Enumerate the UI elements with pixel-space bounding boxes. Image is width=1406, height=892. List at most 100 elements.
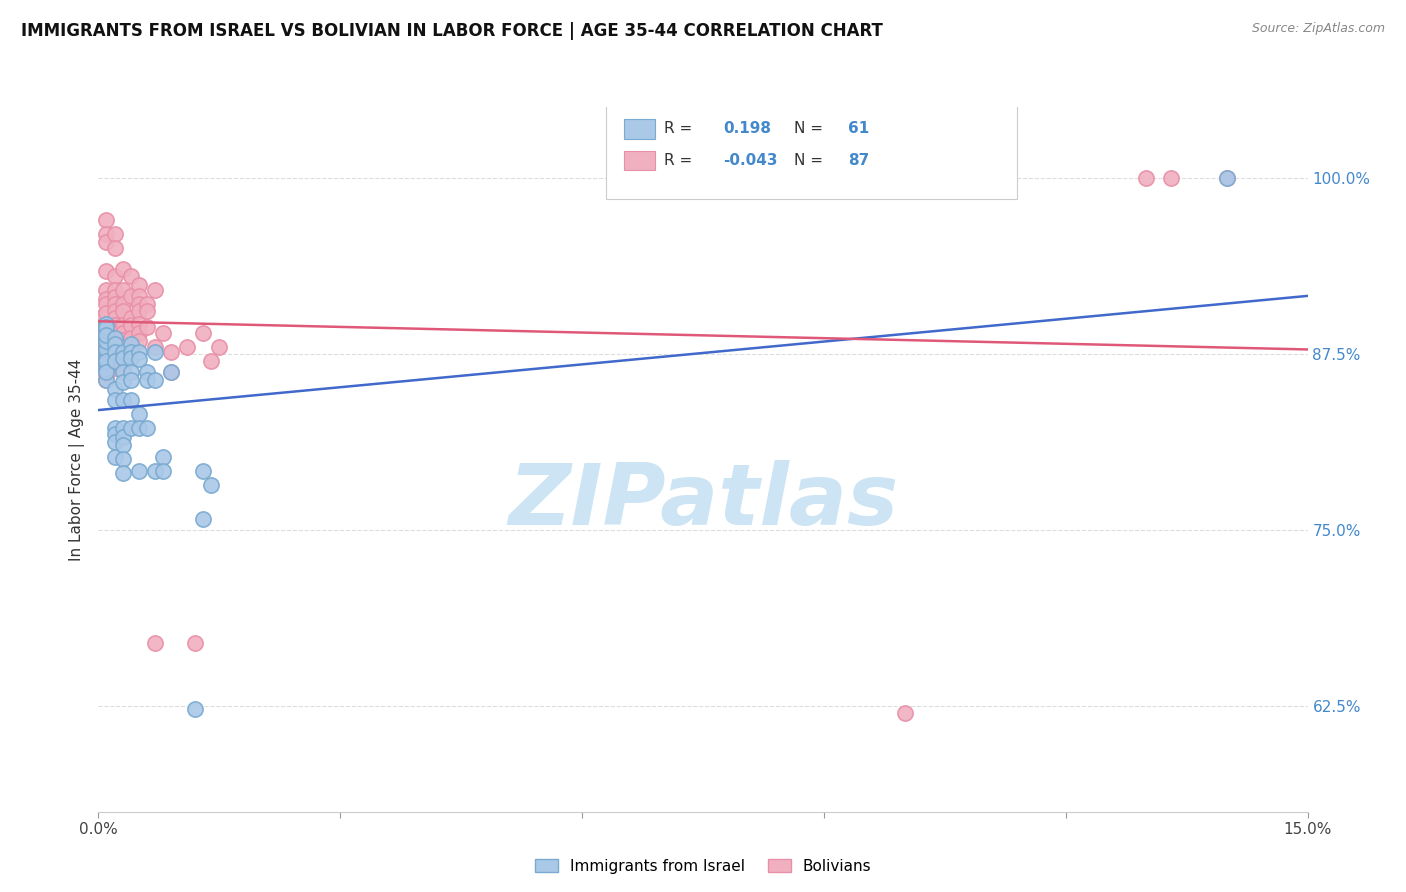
Point — [128, 334, 150, 348]
Point — [193, 511, 215, 525]
Point — [103, 318, 125, 333]
Point — [143, 340, 166, 354]
Point — [96, 326, 118, 340]
Point — [103, 382, 125, 396]
Point — [96, 343, 118, 357]
Point — [111, 467, 134, 481]
Point — [96, 318, 118, 333]
Point — [103, 347, 125, 361]
Point — [128, 464, 150, 478]
Point — [96, 353, 118, 368]
Point — [111, 262, 134, 277]
Point — [103, 421, 125, 435]
Point — [111, 421, 134, 435]
Point — [111, 375, 134, 389]
Point — [111, 333, 134, 347]
Point — [135, 304, 157, 318]
Point — [96, 347, 118, 361]
Point — [143, 345, 166, 359]
Point — [96, 328, 118, 343]
Point — [160, 365, 183, 379]
Point — [96, 235, 118, 250]
Point — [120, 374, 142, 388]
Point — [184, 702, 207, 716]
Point — [120, 289, 142, 303]
Point — [103, 241, 125, 255]
Text: -0.043: -0.043 — [724, 153, 778, 168]
Point — [96, 334, 118, 348]
Point — [120, 340, 142, 354]
Text: N =: N = — [793, 153, 823, 168]
Point — [96, 319, 118, 334]
Point — [111, 362, 134, 376]
Point — [103, 393, 125, 408]
Point — [135, 365, 157, 379]
Text: Source: ZipAtlas.com: Source: ZipAtlas.com — [1251, 22, 1385, 36]
Point — [128, 407, 150, 421]
Point — [111, 393, 134, 408]
Point — [103, 450, 125, 464]
Point — [87, 311, 110, 326]
Point — [111, 347, 134, 361]
Point — [87, 319, 110, 334]
Text: N =: N = — [793, 121, 823, 136]
Point — [96, 374, 118, 388]
Text: R =: R = — [664, 121, 693, 136]
Point — [96, 292, 118, 306]
Point — [128, 421, 150, 435]
Point — [103, 435, 125, 450]
Point — [143, 374, 166, 388]
Point — [111, 345, 134, 359]
Point — [87, 333, 110, 347]
Point — [96, 351, 118, 365]
Point — [111, 326, 134, 340]
Point — [120, 269, 142, 284]
Point — [111, 304, 134, 318]
Point — [96, 343, 118, 357]
Point — [96, 340, 118, 354]
Point — [103, 269, 125, 284]
Point — [103, 283, 125, 297]
FancyBboxPatch shape — [624, 119, 655, 139]
Point — [111, 353, 134, 368]
Point — [128, 304, 150, 318]
Point — [96, 263, 118, 277]
Point — [152, 450, 174, 464]
Point — [103, 297, 125, 311]
Point — [120, 351, 142, 365]
Point — [143, 635, 166, 649]
Point — [128, 345, 150, 359]
Point — [96, 353, 118, 368]
Point — [96, 365, 118, 379]
Point — [893, 706, 915, 720]
Point — [120, 365, 142, 379]
Point — [120, 331, 142, 345]
Point — [1160, 170, 1182, 185]
Point — [96, 362, 118, 376]
Text: R =: R = — [664, 153, 693, 168]
Text: ZIPatlas: ZIPatlas — [508, 460, 898, 543]
Point — [1216, 170, 1239, 185]
Point — [1135, 170, 1157, 185]
Point — [103, 353, 125, 368]
Point — [96, 331, 118, 345]
Point — [103, 326, 125, 340]
Point — [96, 357, 118, 371]
Point — [200, 477, 222, 491]
Point — [111, 438, 134, 452]
Point — [111, 318, 134, 333]
Point — [160, 345, 183, 359]
FancyBboxPatch shape — [624, 151, 655, 170]
Point — [128, 326, 150, 340]
Point — [96, 368, 118, 382]
Point — [128, 277, 150, 292]
Point — [87, 343, 110, 357]
Point — [96, 317, 118, 331]
Point — [193, 326, 215, 340]
Point — [103, 360, 125, 375]
Point — [1216, 170, 1239, 185]
Point — [200, 353, 222, 368]
Y-axis label: In Labor Force | Age 35-44: In Labor Force | Age 35-44 — [69, 359, 84, 560]
Point — [103, 345, 125, 359]
Point — [96, 357, 118, 371]
